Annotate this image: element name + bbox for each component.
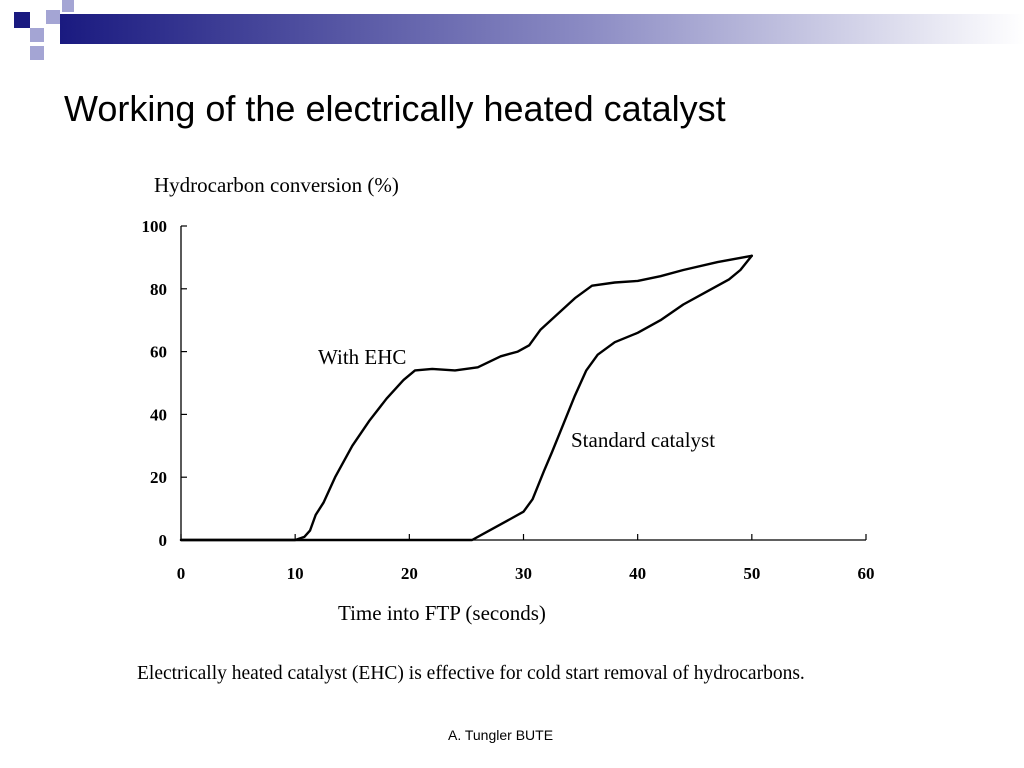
deco-square-light-1 (30, 28, 44, 42)
series-line-with-ehc (179, 254, 753, 542)
title-decoration (14, 0, 1024, 60)
y-tick-label: 20 (150, 468, 167, 487)
series-label-standard-catalyst: Standard catalyst (571, 428, 715, 452)
deco-square-light-3 (62, 0, 74, 12)
chart-ticks: 0 10 20 30 40 50 60 0 20 40 60 80 100 (142, 217, 875, 583)
chart-caption: Electrically heated catalyst (EHC) is ef… (137, 663, 805, 684)
x-tick-label: 30 (515, 564, 532, 583)
deco-square-light-4 (30, 46, 44, 60)
deco-gradient-bar (60, 14, 1024, 44)
slide-footer: A. Tungler BUTE (448, 727, 554, 743)
y-tick-label: 0 (159, 531, 168, 550)
y-axis-label: Hydrocarbon conversion (%) (154, 173, 399, 197)
y-tick-label: 100 (142, 217, 168, 236)
deco-square-light-2 (46, 10, 60, 24)
chart-lines (179, 254, 753, 542)
x-tick-label: 0 (177, 564, 186, 583)
slide-title: Working of the electrically heated catal… (64, 88, 726, 129)
y-tick-label: 60 (150, 343, 167, 362)
series-label-with-ehc: With EHC (318, 345, 406, 369)
x-tick-label: 10 (287, 564, 304, 583)
y-tick-label: 80 (150, 280, 167, 299)
x-tick-label: 40 (629, 564, 646, 583)
deco-square-dark (14, 12, 30, 28)
x-tick-label: 60 (858, 564, 875, 583)
x-tick-label: 50 (743, 564, 760, 583)
x-axis-label: Time into FTP (seconds) (338, 601, 546, 625)
y-tick-label: 40 (150, 405, 167, 424)
series-line-standard-catalyst (179, 254, 753, 542)
x-tick-label: 20 (401, 564, 418, 583)
chart-axes (180, 226, 866, 541)
